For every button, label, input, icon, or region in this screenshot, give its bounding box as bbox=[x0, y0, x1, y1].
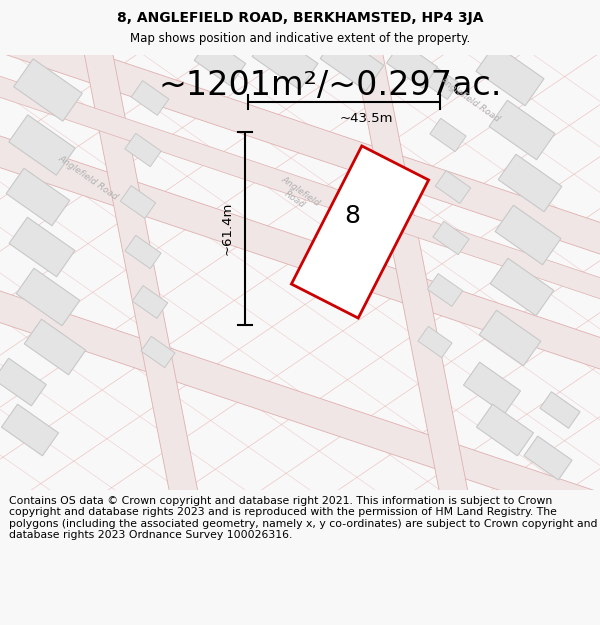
Text: 8: 8 bbox=[344, 204, 360, 228]
Polygon shape bbox=[120, 186, 156, 218]
Polygon shape bbox=[6, 168, 70, 226]
Text: Anglefield Road: Anglefield Road bbox=[439, 76, 502, 124]
Polygon shape bbox=[132, 286, 168, 318]
Polygon shape bbox=[125, 133, 161, 167]
Polygon shape bbox=[0, 6, 600, 269]
Polygon shape bbox=[1, 404, 59, 456]
Text: ~61.4m: ~61.4m bbox=[221, 202, 233, 255]
Polygon shape bbox=[490, 258, 554, 316]
Polygon shape bbox=[463, 362, 521, 414]
Polygon shape bbox=[9, 115, 75, 175]
Polygon shape bbox=[435, 171, 471, 203]
Text: Map shows position and indicative extent of the property.: Map shows position and indicative extent… bbox=[130, 32, 470, 45]
Polygon shape bbox=[141, 336, 175, 367]
Polygon shape bbox=[476, 404, 533, 456]
Polygon shape bbox=[16, 268, 80, 326]
Polygon shape bbox=[9, 217, 75, 277]
Polygon shape bbox=[0, 61, 600, 314]
Polygon shape bbox=[0, 358, 46, 406]
Polygon shape bbox=[252, 30, 318, 90]
Polygon shape bbox=[0, 276, 600, 539]
Polygon shape bbox=[131, 81, 169, 116]
Text: ~1201m²/~0.297ac.: ~1201m²/~0.297ac. bbox=[158, 69, 502, 101]
Polygon shape bbox=[0, 121, 600, 384]
Polygon shape bbox=[540, 392, 580, 428]
Polygon shape bbox=[24, 319, 86, 375]
Text: ~43.5m: ~43.5m bbox=[339, 111, 393, 124]
Text: Contains OS data © Crown copyright and database right 2021. This information is : Contains OS data © Crown copyright and d… bbox=[9, 496, 598, 541]
Text: 8, ANGLEFIELD ROAD, BERKHAMSTED, HP4 3JA: 8, ANGLEFIELD ROAD, BERKHAMSTED, HP4 3JA bbox=[117, 11, 483, 25]
Polygon shape bbox=[14, 59, 82, 121]
Polygon shape bbox=[489, 100, 555, 160]
Polygon shape bbox=[76, 8, 209, 552]
Polygon shape bbox=[524, 436, 572, 480]
Polygon shape bbox=[427, 274, 463, 306]
Polygon shape bbox=[292, 146, 428, 318]
Polygon shape bbox=[418, 326, 452, 357]
Polygon shape bbox=[346, 8, 479, 552]
Polygon shape bbox=[125, 236, 161, 269]
Polygon shape bbox=[479, 310, 541, 366]
Polygon shape bbox=[320, 33, 384, 91]
Polygon shape bbox=[430, 118, 466, 152]
Polygon shape bbox=[433, 221, 469, 254]
Polygon shape bbox=[421, 64, 459, 99]
Text: Anglefield
Road: Anglefield Road bbox=[274, 174, 322, 216]
Polygon shape bbox=[386, 42, 437, 88]
Polygon shape bbox=[194, 38, 246, 86]
Polygon shape bbox=[476, 44, 544, 106]
Text: Anglefield Road: Anglefield Road bbox=[56, 154, 119, 202]
Polygon shape bbox=[498, 154, 562, 212]
Polygon shape bbox=[495, 205, 561, 265]
